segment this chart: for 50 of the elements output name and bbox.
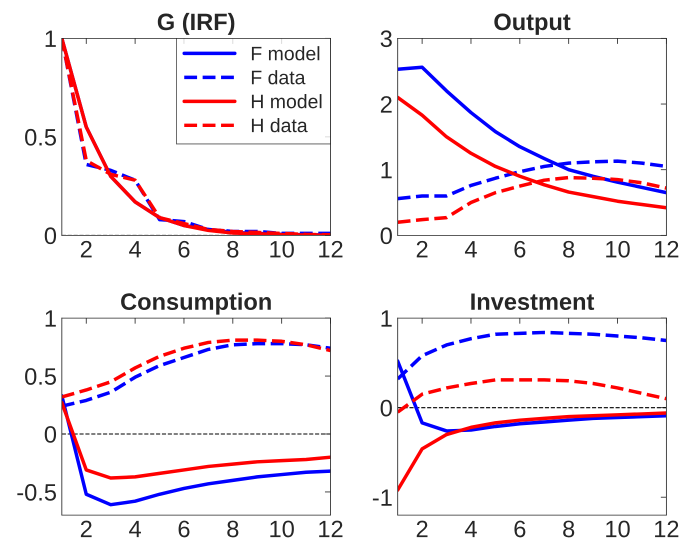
x-tick-label: 4: [464, 520, 477, 538]
x-tick-label: 8: [227, 520, 238, 538]
x-tick-label: 10: [270, 240, 294, 258]
x-tick-label: 4: [129, 520, 141, 538]
chart-title: Investment: [471, 294, 594, 310]
legend-label: H data: [252, 118, 308, 132]
x-tick-label: 10: [606, 520, 630, 538]
x-tick-label: 4: [129, 241, 141, 258]
y-tick-label: -1: [372, 490, 392, 506]
chart-title: Consumption: [121, 292, 271, 315]
line-series: [398, 411, 666, 492]
x-tick-label: 8: [563, 520, 574, 538]
x-tick-label: 6: [178, 240, 190, 258]
y-tick-label: 0: [380, 227, 392, 244]
x-tick-label: 8: [227, 240, 238, 258]
y-tick-label: 3: [380, 30, 392, 48]
x-tick-label: 12: [655, 240, 678, 258]
x-tick-label: 10: [606, 240, 630, 258]
y-tick-label: 1: [46, 30, 56, 47]
y-tick-label: 1: [46, 310, 56, 327]
y-tick-label: 0: [44, 426, 56, 443]
x-tick-label: 2: [80, 240, 92, 258]
x-tick-label: 6: [514, 520, 526, 538]
x-tick-label: 12: [319, 520, 342, 538]
x-tick-label: 2: [416, 240, 428, 258]
x-tick-label: 6: [178, 520, 190, 538]
y-tick-label: 2: [380, 96, 392, 113]
chart-title: Output: [494, 14, 570, 35]
x-tick-label: 10: [270, 520, 294, 538]
y-tick-label: 1: [382, 310, 392, 327]
x-tick-label: 2: [416, 520, 428, 538]
y-tick-label: 0: [380, 400, 392, 416]
legend-label: H model: [252, 94, 322, 108]
legend-label: F model: [252, 46, 320, 60]
x-tick-label: 6: [514, 240, 526, 258]
y-tick-label: 0: [44, 227, 56, 244]
y-tick-label: -0.5: [17, 484, 56, 501]
y-tick-label: 0.5: [25, 128, 56, 146]
line-series: [62, 400, 331, 480]
line-series: [62, 338, 331, 399]
x-tick-label: 4: [464, 241, 477, 258]
x-tick-label: 2: [80, 520, 92, 538]
chart-title: G (IRF): [158, 12, 234, 35]
y-tick-label: 1: [382, 162, 392, 178]
x-tick-label: 12: [655, 520, 678, 538]
line-series: [398, 378, 666, 414]
y-tick-label: 0.5: [25, 368, 56, 385]
x-tick-label: 8: [563, 240, 574, 258]
x-tick-label: 12: [319, 240, 342, 258]
legend-label: F data: [252, 70, 306, 84]
